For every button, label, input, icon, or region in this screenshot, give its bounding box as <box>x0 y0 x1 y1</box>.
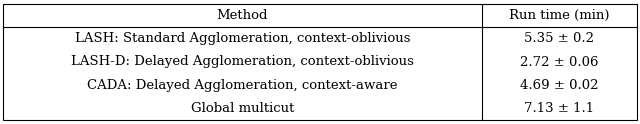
Text: 4.69 ± 0.02: 4.69 ± 0.02 <box>520 79 598 92</box>
Text: LASH-D: Delayed Agglomeration, context-oblivious: LASH-D: Delayed Agglomeration, context-o… <box>71 56 414 68</box>
Text: 5.35 ± 0.2: 5.35 ± 0.2 <box>524 32 594 45</box>
Text: Global multicut: Global multicut <box>191 102 294 115</box>
Text: LASH: Standard Agglomeration, context-oblivious: LASH: Standard Agglomeration, context-ob… <box>75 32 410 45</box>
Text: 7.13 ± 1.1: 7.13 ± 1.1 <box>524 102 595 115</box>
Text: 2.72 ± 0.06: 2.72 ± 0.06 <box>520 56 598 68</box>
Text: CADA: Delayed Agglomeration, context-aware: CADA: Delayed Agglomeration, context-awa… <box>87 79 397 92</box>
Text: Run time (min): Run time (min) <box>509 9 609 22</box>
Text: Method: Method <box>216 9 268 22</box>
